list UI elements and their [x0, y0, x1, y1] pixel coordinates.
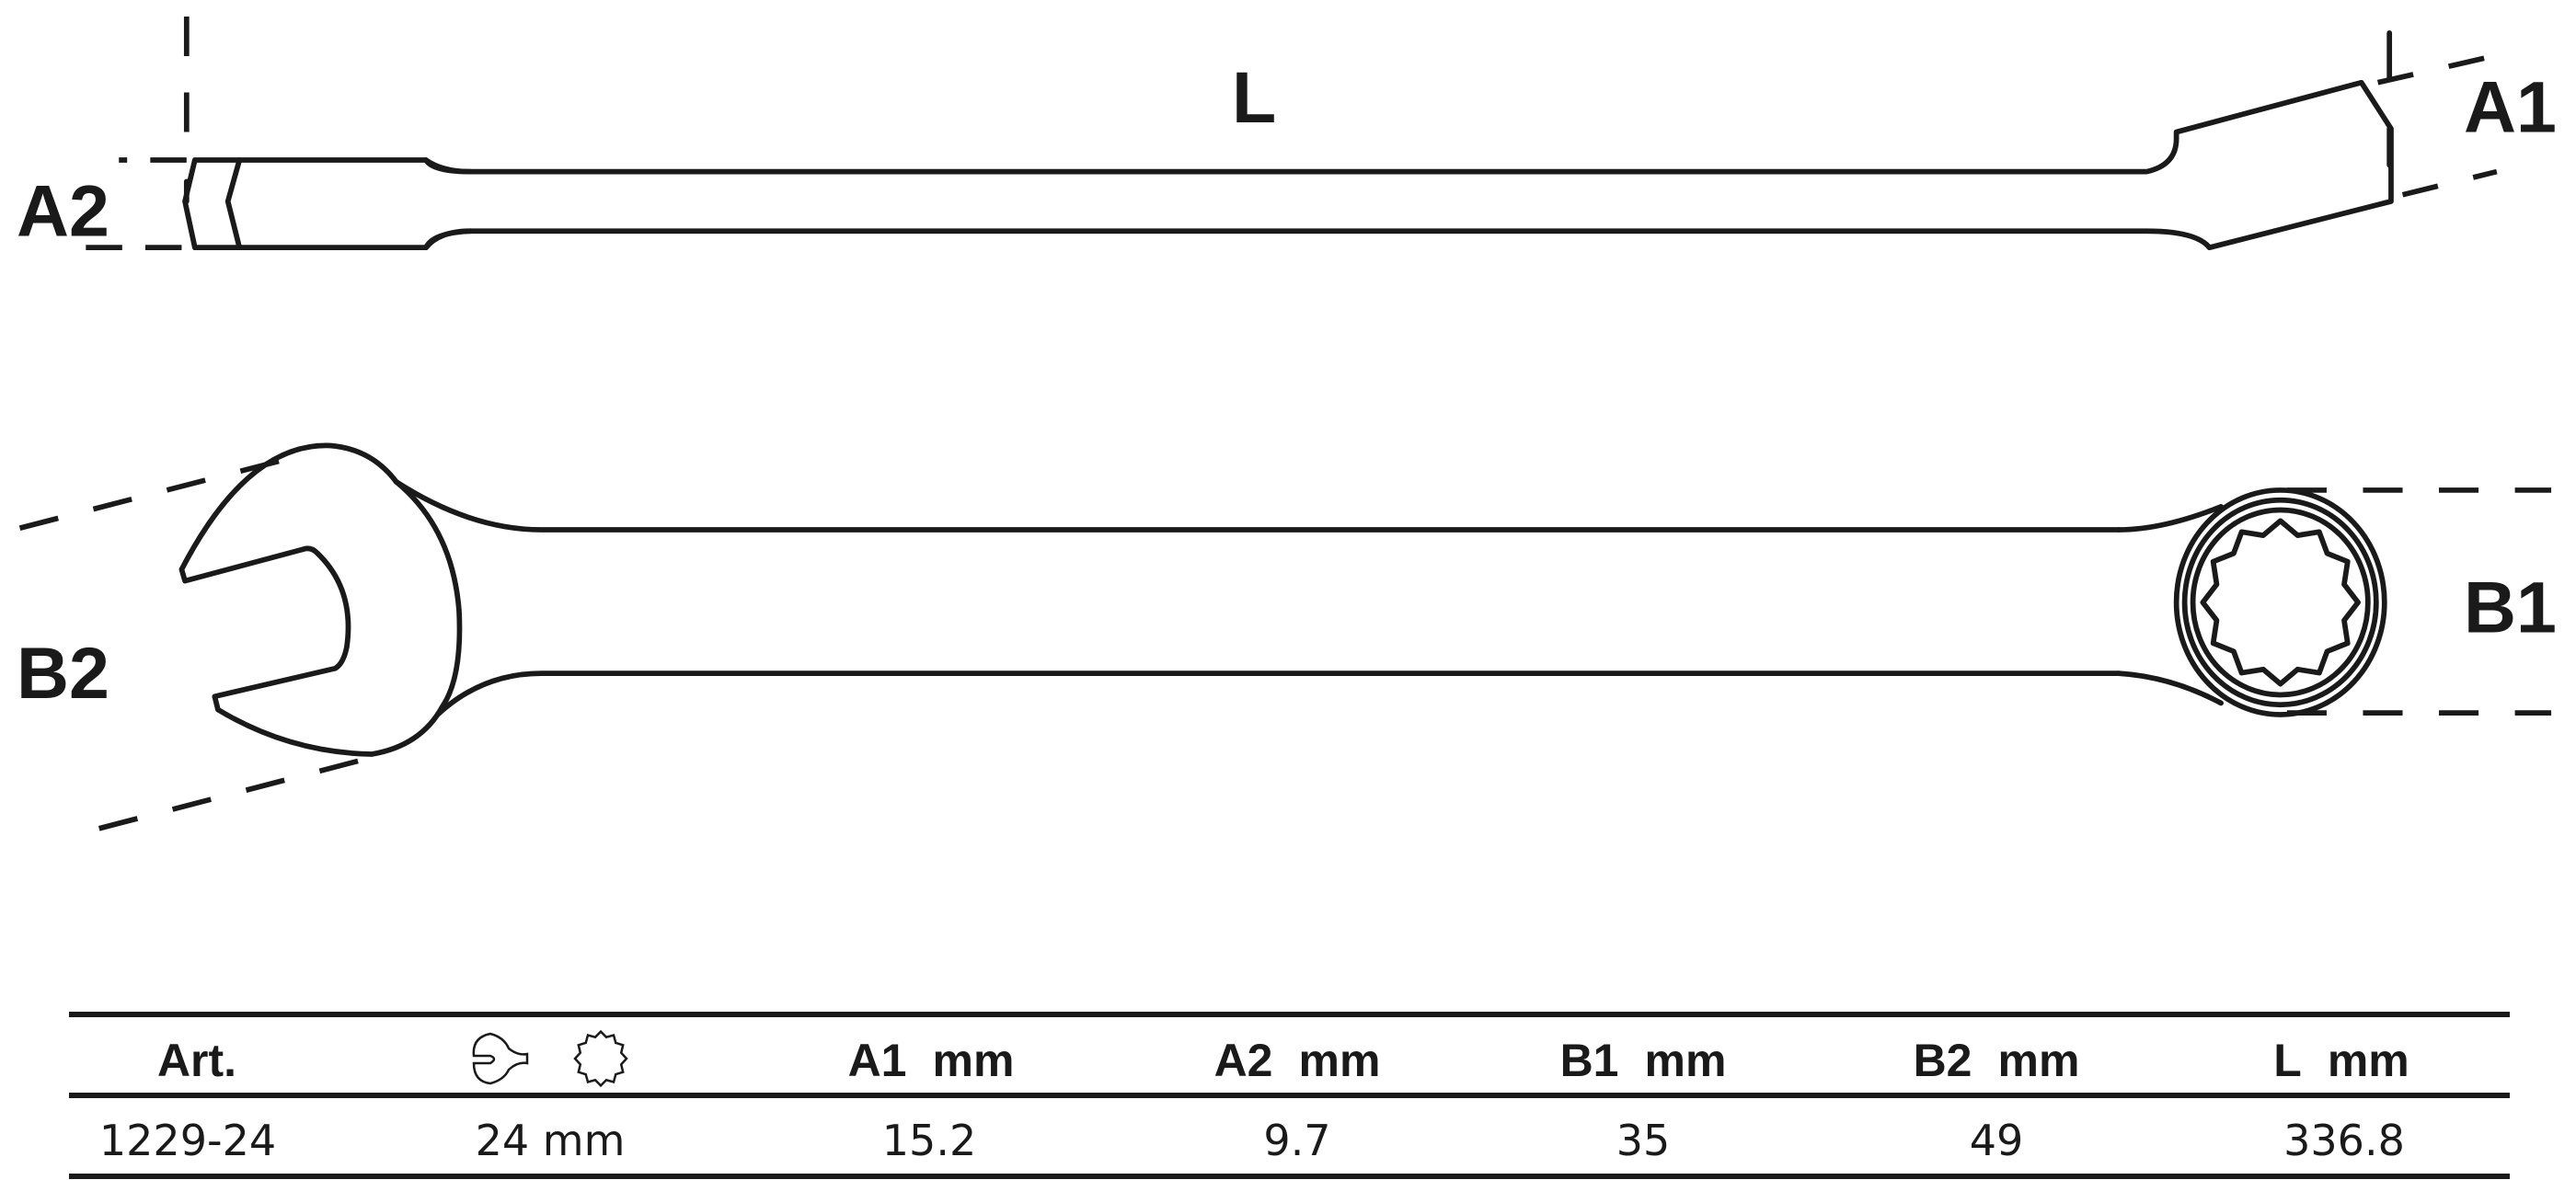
cell-art: 1229-24	[98, 1116, 277, 1165]
header-l-key: L	[2273, 1035, 2302, 1086]
header-b2: B2 mm	[1914, 1037, 2080, 1083]
header-a1: A1 mm	[848, 1037, 1015, 1083]
cell-b1: 35	[1616, 1116, 1671, 1165]
header-b1-key: B1	[1559, 1035, 1619, 1086]
header-a1-unit: mm	[932, 1035, 1015, 1086]
header-l-unit: mm	[2327, 1035, 2409, 1086]
label-B1: B1	[2464, 567, 2557, 647]
cell-a2: 9.7	[1263, 1116, 1331, 1165]
label-A2: A2	[17, 171, 109, 252]
header-a2-key: A2	[1213, 1035, 1273, 1086]
header-b1-unit: mm	[1644, 1035, 1727, 1086]
header-b2-unit: mm	[1997, 1035, 2080, 1086]
table-bottom-rule	[69, 1174, 2510, 1179]
open-end-and-12-point-ring-icon	[463, 1028, 638, 1096]
label-B2: B2	[17, 633, 109, 714]
cell-l: 336.8	[2283, 1116, 2405, 1165]
wrench-front-view: B1 B2	[17, 442, 2557, 831]
wrench-side-view: L A1 A2	[17, 16, 2557, 252]
cell-a1: 15.2	[881, 1116, 977, 1165]
header-a1-key: A1	[847, 1035, 907, 1086]
label-L: L	[1232, 57, 1276, 138]
header-b2-key: B2	[1913, 1035, 1972, 1086]
header-b1: B1 mm	[1560, 1037, 1727, 1083]
header-a2-unit: mm	[1298, 1035, 1381, 1086]
table-top-rule	[69, 1012, 2510, 1017]
header-art: Art.	[156, 1035, 237, 1086]
cell-size: 24 mm	[475, 1116, 626, 1165]
table-header-rule	[69, 1093, 2510, 1098]
cell-b2: 49	[1969, 1116, 2024, 1165]
label-A1: A1	[2464, 67, 2557, 148]
header-a2: A2 mm	[1214, 1037, 1381, 1083]
